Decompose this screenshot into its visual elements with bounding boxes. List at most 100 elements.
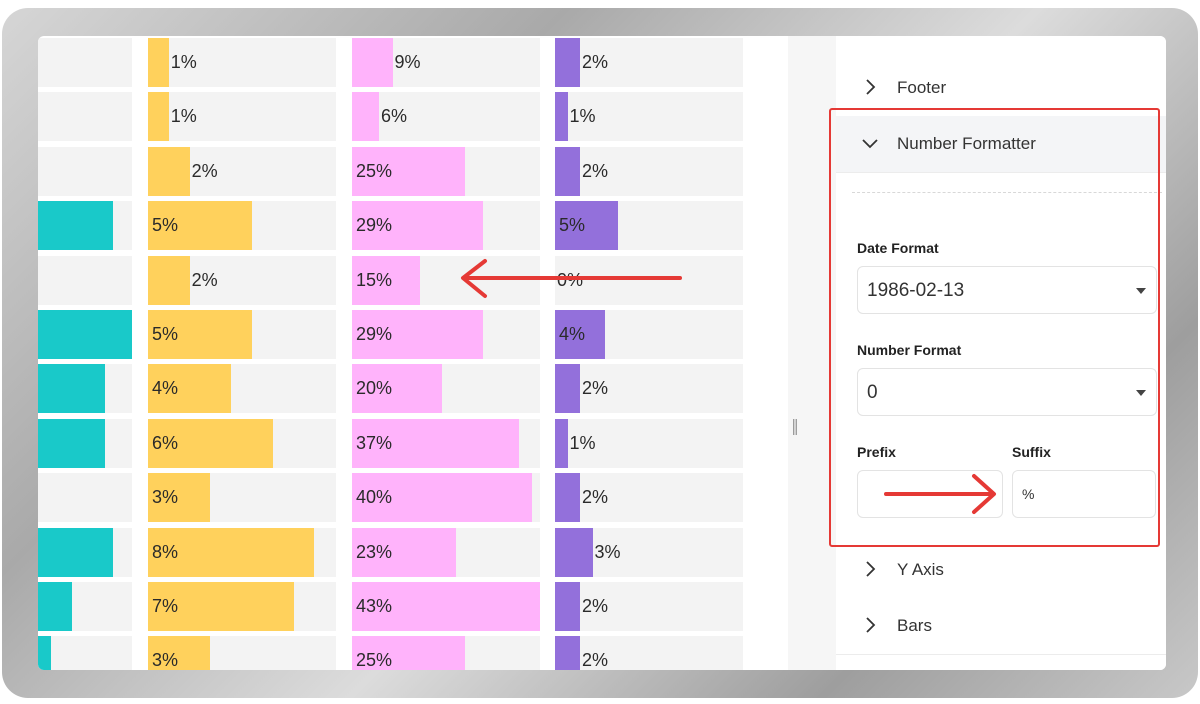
table-cell: 4% xyxy=(555,310,743,359)
data-label: 7% xyxy=(152,596,179,616)
table-cell: 29% xyxy=(352,201,540,251)
table-cell: 5% xyxy=(148,201,336,251)
table-cell xyxy=(38,418,132,468)
data-label: 25% xyxy=(356,650,393,670)
data-label: 0% xyxy=(557,269,584,290)
app-window: 1% 1% 2% 5% 2% 5% 4% 6% 3% 8% 7% 3% 9% 6% 25% 29% 15% 29%… xyxy=(38,36,1166,670)
number-format-select[interactable]: 0 xyxy=(857,368,1157,416)
table-cell: 3% xyxy=(148,473,336,523)
bar xyxy=(148,310,252,359)
prefix-input[interactable] xyxy=(857,470,1003,518)
data-label: 5% xyxy=(152,324,179,344)
table-cell xyxy=(38,636,132,670)
bar xyxy=(148,473,211,523)
panel-splitter[interactable]: ‖ xyxy=(788,36,836,670)
section-number-formatter[interactable]: Number Formatter xyxy=(836,116,1166,173)
bar xyxy=(148,146,190,196)
bar xyxy=(555,92,568,142)
table-cell: 23% xyxy=(352,527,540,577)
number-format-label: Number Format xyxy=(857,342,962,358)
bar xyxy=(148,255,190,305)
bar xyxy=(352,310,483,359)
section-bars[interactable]: Bars xyxy=(836,598,1166,655)
data-label: 2% xyxy=(582,596,609,616)
suffix-input[interactable] xyxy=(1012,470,1156,518)
date-format-select[interactable]: 1986-02-13 xyxy=(857,266,1157,314)
section-number-formatter-title: Number Formatter xyxy=(897,134,1036,153)
bar xyxy=(38,527,113,577)
suffix-label: Suffix xyxy=(1012,444,1051,460)
table-cell: 9% xyxy=(352,38,540,87)
data-label: 43% xyxy=(356,596,393,616)
data-label: 9% xyxy=(394,52,421,72)
bar xyxy=(38,201,113,251)
section-footer[interactable]: Footer xyxy=(836,60,1166,117)
table-cell xyxy=(38,255,132,305)
table-cell: 3% xyxy=(148,636,336,670)
bar xyxy=(352,201,483,251)
section-bars-title: Bars xyxy=(897,616,932,635)
bar xyxy=(555,146,580,196)
bar xyxy=(352,38,393,87)
bar xyxy=(148,418,273,468)
table-cell xyxy=(38,473,132,523)
data-label: 2% xyxy=(191,160,218,181)
table-cell: 25% xyxy=(352,146,540,196)
table-cell: 2% xyxy=(555,636,743,670)
table-cell: 20% xyxy=(352,364,540,414)
section-y-axis-title: Y Axis xyxy=(897,560,944,579)
bar xyxy=(555,310,605,359)
data-label: 3% xyxy=(152,487,179,508)
table-cell: 2% xyxy=(148,146,336,196)
table-cell: 6% xyxy=(352,92,540,142)
data-label: 2% xyxy=(582,487,609,508)
properties-panel: Footer Number Formatter Date Format 1986… xyxy=(836,36,1166,670)
data-label: 6% xyxy=(152,432,179,453)
dashed-divider xyxy=(852,192,1162,193)
table-cell: 2% xyxy=(148,255,336,305)
bar xyxy=(555,473,580,523)
data-label: 5% xyxy=(559,215,586,236)
data-label: 2% xyxy=(191,269,218,290)
data-label: 8% xyxy=(152,541,179,562)
table-cell: 15% xyxy=(352,255,540,305)
bar xyxy=(38,582,73,631)
data-label: 1% xyxy=(569,106,596,127)
table-cell: 6% xyxy=(148,418,336,468)
bar xyxy=(555,418,568,468)
date-format-value: 1986-02-13 xyxy=(867,280,965,301)
table-cell: 2% xyxy=(555,473,743,523)
data-label: 6% xyxy=(381,106,408,127)
table-cell xyxy=(38,146,132,196)
table-cell: 1% xyxy=(148,92,336,142)
bar xyxy=(352,582,540,631)
table-cell: 7% xyxy=(148,582,336,631)
bar xyxy=(38,364,106,414)
table-cell xyxy=(38,310,132,359)
bar xyxy=(555,201,618,251)
bar xyxy=(352,527,456,577)
bar xyxy=(148,201,252,251)
bar xyxy=(555,38,580,87)
bar xyxy=(148,38,169,87)
section-footer-title: Footer xyxy=(897,78,947,97)
panel-top-edge xyxy=(836,36,1166,61)
data-label: 5% xyxy=(152,215,179,236)
data-label: 2% xyxy=(582,378,609,399)
table-cell: 3% xyxy=(555,527,743,577)
bar xyxy=(555,364,580,414)
chevron-right-icon xyxy=(866,561,876,577)
bar xyxy=(555,636,580,670)
bar xyxy=(148,92,169,142)
bar xyxy=(38,636,52,670)
section-y-axis[interactable]: Y Axis xyxy=(836,542,1166,599)
data-label: 4% xyxy=(152,378,179,399)
data-label: 2% xyxy=(582,650,609,670)
chevron-right-icon xyxy=(866,79,876,95)
table-cell: 2% xyxy=(555,364,743,414)
drag-handle-icon[interactable]: ‖ xyxy=(791,416,799,435)
table-cell: 1% xyxy=(555,92,743,142)
data-label: 1% xyxy=(170,106,197,127)
prefix-label: Prefix xyxy=(857,444,896,460)
table-cell xyxy=(38,364,132,414)
